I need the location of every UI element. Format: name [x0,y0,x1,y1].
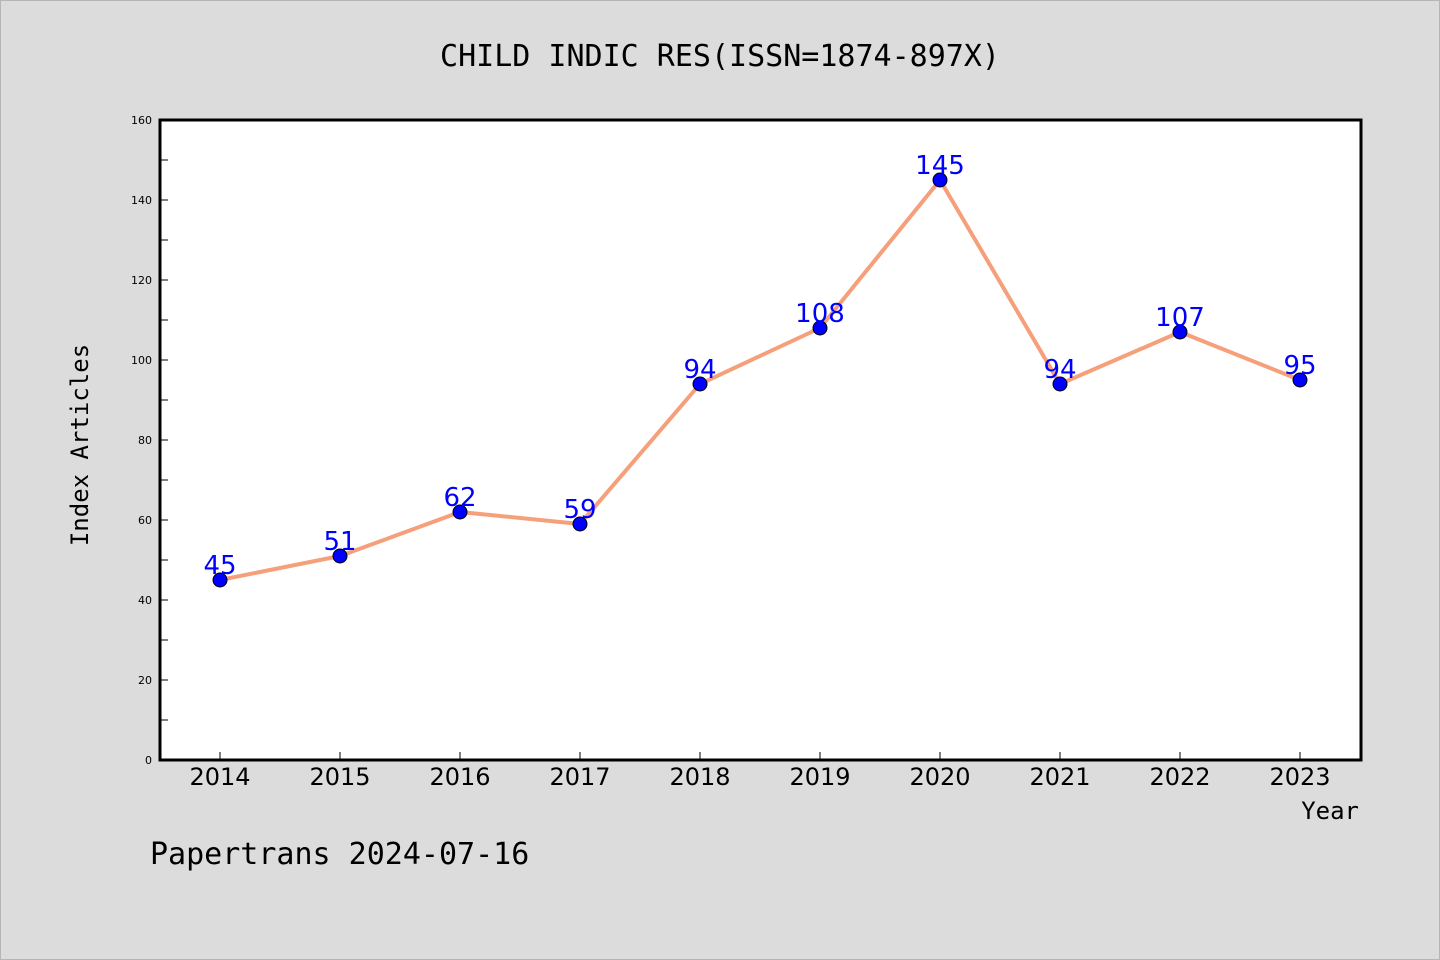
data-point [932,172,948,188]
data-point [692,376,708,392]
data-label: 45 [203,551,236,581]
x-tick-label: 2016 [429,763,490,791]
data-point [332,548,348,564]
series-layer: 45 51 62 59 94 108 145 94 107 95 [203,151,1317,588]
x-tick-label: 2020 [909,763,970,791]
y-tick-label: 20 [138,674,152,687]
x-tick-label: 2022 [1149,763,1210,791]
plot-area [158,118,1363,762]
y-tick-label: 80 [138,434,152,447]
x-tick-label: 2021 [1029,763,1090,791]
data-label: 59 [563,495,596,525]
data-label: 94 [1043,355,1076,385]
footer-credit: Papertrans 2024-07-16 [150,837,529,872]
y-tick-label: 120 [131,274,152,287]
y-tick-label: 160 [131,114,152,127]
chart-title: CHILD INDIC RES(ISSN=1874-897X) [440,39,1000,74]
data-point [452,504,468,520]
x-axis-label: Year [1301,797,1359,825]
data-label: 145 [915,151,965,181]
x-tick-label: 2018 [669,763,730,791]
x-tick-label: 2023 [1269,763,1330,791]
data-label: 94 [683,355,716,385]
data-point [572,516,588,532]
x-tick-label: 2019 [789,763,850,791]
y-tick-label: 100 [131,354,152,367]
y-axis-label: Index Articles [66,344,94,546]
x-tick-label: 2014 [189,763,250,791]
series-line [219,178,1301,582]
y-tick-label: 140 [131,194,152,207]
x-tick-label: 2017 [549,763,610,791]
data-point [812,320,828,336]
y-tick-label: 0 [145,754,152,767]
data-point [1052,376,1068,392]
data-label: 51 [323,527,356,557]
data-point [212,572,228,588]
data-point [1172,324,1188,340]
x-tick-label: 2015 [309,763,370,791]
y-tick-label: 60 [138,514,152,527]
data-label: 107 [1155,303,1205,333]
y-axis: 0 20 40 60 80 100 120 140 160 [131,114,168,767]
x-axis: 2014 2015 2016 2017 2018 2019 2020 2021 2022 2023 [189,752,1331,791]
y-tick-label: 40 [138,594,152,607]
data-label: 108 [795,299,845,329]
data-label: 62 [443,483,476,513]
data-label: 95 [1283,351,1316,381]
data-point [1292,372,1308,388]
